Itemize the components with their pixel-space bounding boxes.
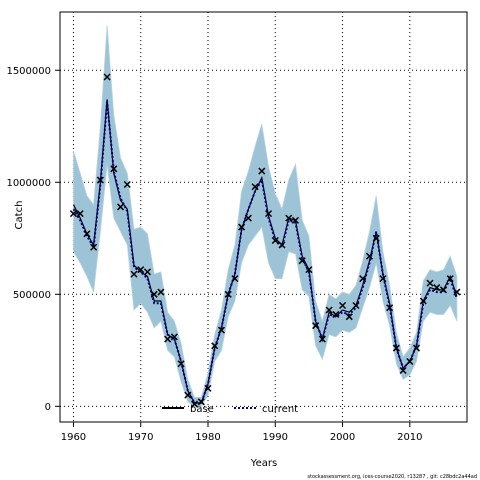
observed-point xyxy=(83,230,91,238)
observed-point xyxy=(231,275,239,283)
observed-point xyxy=(339,301,347,310)
observed-point xyxy=(238,223,246,231)
observed-point xyxy=(157,288,165,296)
observed-point xyxy=(406,357,414,366)
observed-point xyxy=(137,266,145,274)
observed-point xyxy=(298,257,306,265)
observed-point xyxy=(305,266,313,274)
observed-point xyxy=(217,326,225,334)
x-axis-ticks: 1960 1970 1980 1990 2000 2010 xyxy=(61,422,423,443)
legend-label-current: current xyxy=(262,404,298,415)
observed-point xyxy=(332,310,340,318)
observed-point xyxy=(117,203,125,211)
observed-point xyxy=(76,210,84,218)
observed-point xyxy=(278,241,286,249)
observed-point xyxy=(271,236,279,245)
x-tick-label: 2000 xyxy=(330,432,355,443)
observed-point xyxy=(69,210,77,218)
observed-points xyxy=(69,73,461,408)
observed-point xyxy=(265,210,273,218)
observed-point xyxy=(312,322,320,330)
x-tick-label: 2010 xyxy=(397,432,422,443)
x-tick-label: 1990 xyxy=(263,432,288,443)
observed-point xyxy=(177,360,185,368)
observed-point xyxy=(143,268,151,276)
observed-point xyxy=(110,165,118,173)
y-axis-title: Catch xyxy=(14,201,25,230)
y-tick-label: 500000 xyxy=(13,290,51,301)
observed-point xyxy=(345,313,353,321)
observed-point xyxy=(258,167,266,175)
observed-point xyxy=(399,366,407,375)
confidence-band xyxy=(73,25,458,407)
observed-point xyxy=(251,183,259,191)
observed-point xyxy=(191,400,199,408)
observed-point xyxy=(96,176,104,184)
observed-point xyxy=(318,335,326,343)
observed-point xyxy=(446,275,454,283)
observed-point xyxy=(164,335,172,343)
series-lines xyxy=(72,99,458,404)
observed-point xyxy=(170,333,178,341)
observed-point xyxy=(352,301,360,310)
observed-point xyxy=(359,275,367,283)
observed-point xyxy=(325,306,333,314)
observed-point xyxy=(197,398,205,406)
observed-point xyxy=(123,180,131,189)
observed-point xyxy=(244,214,252,222)
x-tick-label: 1980 xyxy=(195,432,220,443)
observed-point xyxy=(433,284,441,292)
y-tick-label: 1500000 xyxy=(6,66,51,77)
observed-point xyxy=(150,290,158,298)
observed-point xyxy=(224,290,232,298)
observed-point xyxy=(392,344,400,352)
observed-point xyxy=(184,391,192,399)
x-tick-label: 1960 xyxy=(61,432,86,443)
observed-point xyxy=(426,279,434,287)
plot-frame xyxy=(59,11,468,423)
observed-point xyxy=(211,342,219,350)
y-axis-ticks: 0 500000 1000000 1500000 xyxy=(6,66,60,413)
observed-point xyxy=(365,252,373,260)
y-tick-label: 1000000 xyxy=(6,178,51,189)
legend: base current xyxy=(162,404,298,415)
x-axis-title: Years xyxy=(250,458,277,469)
observed-point xyxy=(453,288,461,296)
y-tick-label: 0 xyxy=(45,402,51,413)
observed-point xyxy=(130,270,138,278)
observed-point xyxy=(372,234,380,242)
x-tick-label: 1970 xyxy=(128,432,153,443)
observed-point xyxy=(379,275,387,283)
legend-label-base: base xyxy=(190,404,214,415)
footer-text: stockassessment.org, ices-course2020, r1… xyxy=(307,474,477,480)
observed-point xyxy=(204,384,212,392)
observed-point xyxy=(419,297,427,305)
observed-point xyxy=(285,214,293,222)
observed-point xyxy=(291,216,299,224)
observed-point xyxy=(103,73,111,81)
observed-point xyxy=(439,286,447,294)
observed-point xyxy=(386,304,394,312)
observed-point xyxy=(413,344,421,352)
observed-point xyxy=(90,243,98,251)
